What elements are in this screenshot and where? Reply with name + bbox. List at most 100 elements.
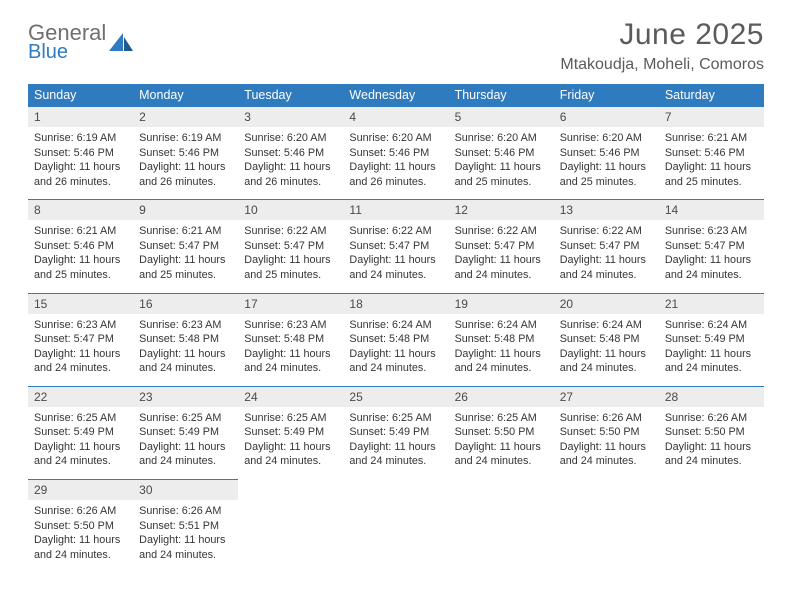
day-number-cell: 17 [238,293,343,314]
day-content-cell: Sunrise: 6:24 AMSunset: 5:49 PMDaylight:… [659,314,764,387]
sunset-text: Sunset: 5:46 PM [34,239,127,254]
daylight-text: Daylight: 11 hours and 24 minutes. [139,533,232,562]
day-content-row: Sunrise: 6:21 AMSunset: 5:46 PMDaylight:… [28,220,764,293]
day-number-row: 22232425262728 [28,386,764,407]
day-number-cell: 30 [133,480,238,501]
sunset-text: Sunset: 5:46 PM [665,146,758,161]
day-number-cell [449,480,554,501]
sunrise-text: Sunrise: 6:20 AM [349,131,442,146]
sunrise-text: Sunrise: 6:25 AM [34,411,127,426]
header: General Blue June 2025 Mtakoudja, Moheli… [28,18,764,74]
day-content-cell: Sunrise: 6:21 AMSunset: 5:46 PMDaylight:… [28,220,133,293]
day-content-cell: Sunrise: 6:21 AMSunset: 5:46 PMDaylight:… [659,127,764,200]
sunset-text: Sunset: 5:48 PM [455,332,548,347]
day-number-cell: 7 [659,107,764,128]
day-number-cell: 27 [554,386,659,407]
sunrise-text: Sunrise: 6:24 AM [560,318,653,333]
day-number-cell: 28 [659,386,764,407]
day-content-cell: Sunrise: 6:25 AMSunset: 5:50 PMDaylight:… [449,407,554,480]
day-number-cell: 5 [449,107,554,128]
day-number-cell [554,480,659,501]
day-content-cell: Sunrise: 6:23 AMSunset: 5:48 PMDaylight:… [238,314,343,387]
sunset-text: Sunset: 5:46 PM [560,146,653,161]
sunset-text: Sunset: 5:49 PM [665,332,758,347]
sunset-text: Sunset: 5:49 PM [244,425,337,440]
day-content-cell: Sunrise: 6:22 AMSunset: 5:47 PMDaylight:… [554,220,659,293]
sunrise-text: Sunrise: 6:24 AM [349,318,442,333]
day-number-cell: 3 [238,107,343,128]
day-number-cell: 13 [554,200,659,221]
sunrise-text: Sunrise: 6:25 AM [455,411,548,426]
day-content-cell: Sunrise: 6:24 AMSunset: 5:48 PMDaylight:… [449,314,554,387]
day-number-cell [659,480,764,501]
daylight-text: Daylight: 11 hours and 24 minutes. [665,440,758,469]
page: General Blue June 2025 Mtakoudja, Moheli… [0,0,792,612]
location-subtitle: Mtakoudja, Moheli, Comoros [560,56,764,74]
daylight-text: Daylight: 11 hours and 24 minutes. [139,440,232,469]
day-content-cell [449,500,554,572]
daylight-text: Daylight: 11 hours and 25 minutes. [560,160,653,189]
logo-word2: Blue [28,42,106,62]
daylight-text: Daylight: 11 hours and 24 minutes. [560,347,653,376]
sunset-text: Sunset: 5:47 PM [244,239,337,254]
sunset-text: Sunset: 5:49 PM [349,425,442,440]
daylight-text: Daylight: 11 hours and 24 minutes. [665,253,758,282]
sunset-text: Sunset: 5:48 PM [560,332,653,347]
daylight-text: Daylight: 11 hours and 24 minutes. [560,253,653,282]
day-number-cell: 25 [343,386,448,407]
day-content-cell: Sunrise: 6:22 AMSunset: 5:47 PMDaylight:… [343,220,448,293]
day-number-row: 891011121314 [28,200,764,221]
daylight-text: Daylight: 11 hours and 26 minutes. [349,160,442,189]
sunset-text: Sunset: 5:47 PM [34,332,127,347]
weekday-header: Saturday [659,84,764,107]
sunrise-text: Sunrise: 6:21 AM [139,224,232,239]
sunset-text: Sunset: 5:46 PM [244,146,337,161]
day-content-cell: Sunrise: 6:25 AMSunset: 5:49 PMDaylight:… [343,407,448,480]
day-number-cell: 21 [659,293,764,314]
daylight-text: Daylight: 11 hours and 26 minutes. [34,160,127,189]
day-number-cell: 11 [343,200,448,221]
calendar-table: Sunday Monday Tuesday Wednesday Thursday… [28,84,764,572]
sunrise-text: Sunrise: 6:22 AM [455,224,548,239]
day-number-cell: 18 [343,293,448,314]
sunset-text: Sunset: 5:50 PM [665,425,758,440]
title-block: June 2025 Mtakoudja, Moheli, Comoros [560,18,764,74]
daylight-text: Daylight: 11 hours and 25 minutes. [244,253,337,282]
sunrise-text: Sunrise: 6:19 AM [34,131,127,146]
daylight-text: Daylight: 11 hours and 24 minutes. [349,440,442,469]
day-content-cell: Sunrise: 6:19 AMSunset: 5:46 PMDaylight:… [28,127,133,200]
day-content-cell: Sunrise: 6:20 AMSunset: 5:46 PMDaylight:… [554,127,659,200]
day-number-cell: 24 [238,386,343,407]
sunrise-text: Sunrise: 6:25 AM [349,411,442,426]
day-number-cell: 6 [554,107,659,128]
logo: General Blue [28,18,134,62]
sunset-text: Sunset: 5:47 PM [455,239,548,254]
day-number-cell: 15 [28,293,133,314]
sunset-text: Sunset: 5:50 PM [34,519,127,534]
daylight-text: Daylight: 11 hours and 25 minutes. [665,160,758,189]
logo-sail-icon [108,31,134,53]
day-number-cell: 2 [133,107,238,128]
sunrise-text: Sunrise: 6:25 AM [244,411,337,426]
day-number-cell: 1 [28,107,133,128]
day-content-cell: Sunrise: 6:23 AMSunset: 5:48 PMDaylight:… [133,314,238,387]
day-number-cell: 10 [238,200,343,221]
weekday-header: Sunday [28,84,133,107]
day-number-cell: 22 [28,386,133,407]
daylight-text: Daylight: 11 hours and 24 minutes. [244,440,337,469]
daylight-text: Daylight: 11 hours and 25 minutes. [455,160,548,189]
sunrise-text: Sunrise: 6:21 AM [34,224,127,239]
day-content-cell: Sunrise: 6:26 AMSunset: 5:51 PMDaylight:… [133,500,238,572]
daylight-text: Daylight: 11 hours and 24 minutes. [665,347,758,376]
daylight-text: Daylight: 11 hours and 25 minutes. [34,253,127,282]
day-number-cell: 20 [554,293,659,314]
day-content-cell: Sunrise: 6:22 AMSunset: 5:47 PMDaylight:… [238,220,343,293]
sunrise-text: Sunrise: 6:24 AM [665,318,758,333]
day-content-cell: Sunrise: 6:23 AMSunset: 5:47 PMDaylight:… [659,220,764,293]
weekday-header: Thursday [449,84,554,107]
sunset-text: Sunset: 5:47 PM [139,239,232,254]
daylight-text: Daylight: 11 hours and 24 minutes. [34,533,127,562]
day-number-cell: 8 [28,200,133,221]
daylight-text: Daylight: 11 hours and 24 minutes. [244,347,337,376]
daylight-text: Daylight: 11 hours and 24 minutes. [139,347,232,376]
